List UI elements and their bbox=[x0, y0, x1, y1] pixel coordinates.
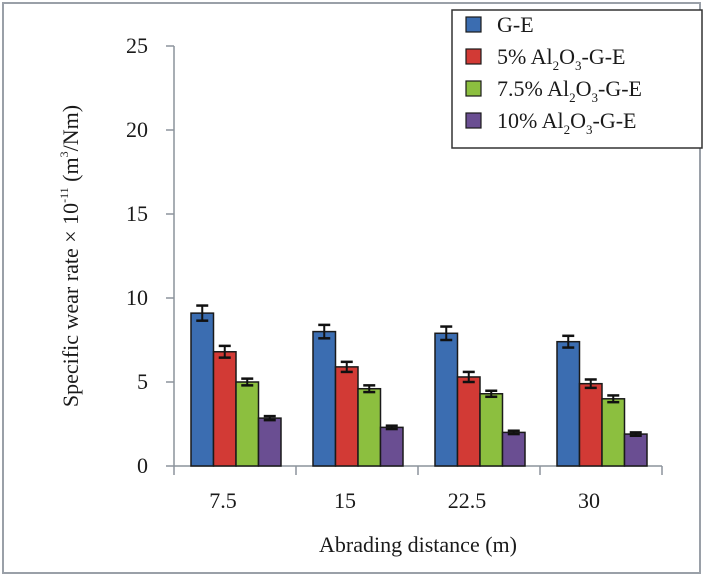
legend-swatch bbox=[465, 16, 482, 33]
bar bbox=[334, 366, 359, 467]
y-tick-label: 5 bbox=[137, 369, 148, 394]
x-tick-label: 22.5 bbox=[448, 488, 487, 513]
bar bbox=[601, 398, 626, 467]
y-axis-label-main: Specific wear rate × 10 bbox=[58, 203, 83, 407]
legend-swatch bbox=[465, 48, 482, 65]
legend-label-part: 3 bbox=[586, 122, 593, 137]
x-tick-labels: 7.5 15 22.5 30 bbox=[209, 488, 600, 513]
bar bbox=[501, 431, 526, 467]
legend-label-part: O bbox=[559, 44, 575, 69]
legend-label-part: 7.5% Al bbox=[497, 76, 569, 101]
bar bbox=[235, 381, 260, 467]
y-axis-label-exponent: -11 bbox=[57, 187, 71, 203]
bar bbox=[479, 393, 504, 467]
legend-label: 10% Al2O3-G-E bbox=[497, 108, 637, 137]
legend: G-E5% Al2O3-G-E7.5% Al2O3-G-E10% Al2O3-G… bbox=[451, 9, 703, 149]
x-tick-label: 30 bbox=[578, 488, 600, 513]
legend-label-part: 2 bbox=[553, 58, 560, 73]
bar bbox=[257, 417, 282, 467]
legend-swatch bbox=[465, 112, 482, 129]
error-bars bbox=[196, 304, 642, 438]
x-tick-label: 7.5 bbox=[209, 488, 237, 513]
legend-label-part: O bbox=[570, 108, 586, 133]
x-tick-label: 15 bbox=[334, 488, 356, 513]
legend-label-part: 3 bbox=[575, 58, 582, 73]
legend-label-part: O bbox=[576, 76, 592, 101]
legend-label-part: -G-E bbox=[593, 108, 637, 133]
y-tick-label: 10 bbox=[126, 285, 148, 310]
y-tick-label: 25 bbox=[126, 33, 148, 58]
bar bbox=[623, 433, 648, 467]
legend-label-part: 2 bbox=[569, 90, 576, 105]
legend-swatch bbox=[465, 80, 482, 97]
legend-label-part: 2 bbox=[564, 122, 571, 137]
legend-label: 5% Al2O3-G-E bbox=[497, 44, 626, 73]
bar bbox=[190, 312, 215, 467]
bars bbox=[190, 312, 648, 467]
y-axis-label-unit-close: /Nm) bbox=[58, 105, 83, 151]
bar bbox=[379, 426, 404, 467]
legend-label-part: 5% Al bbox=[497, 44, 553, 69]
legend-box bbox=[451, 9, 703, 149]
bar bbox=[212, 351, 237, 467]
legend-label: G-E bbox=[497, 12, 534, 37]
legend-label-part: G-E bbox=[497, 12, 534, 37]
legend-label-part: -G-E bbox=[582, 44, 626, 69]
y-tick-label: 0 bbox=[137, 453, 148, 478]
bar bbox=[357, 387, 382, 467]
bar bbox=[556, 340, 581, 467]
y-axis-label: Specific wear rate × 10-11 (m3/Nm) bbox=[57, 105, 83, 407]
bar bbox=[456, 376, 481, 467]
y-axis-label-unit-exponent: 3 bbox=[57, 151, 71, 157]
y-axis-label-unit-open: (m bbox=[58, 157, 83, 187]
bar bbox=[434, 332, 459, 467]
legend-label-part: 3 bbox=[592, 90, 599, 105]
y-tick-label: 15 bbox=[126, 201, 148, 226]
bar bbox=[312, 330, 337, 467]
y-tick-label: 20 bbox=[126, 117, 148, 142]
legend-label: 7.5% Al2O3-G-E bbox=[497, 76, 642, 105]
y-tick-labels: 0 5 10 15 20 25 bbox=[126, 33, 148, 478]
x-axis-label: Abrading distance (m) bbox=[319, 532, 517, 557]
legend-label-part: -G-E bbox=[598, 76, 642, 101]
bar bbox=[578, 382, 603, 467]
legend-label-part: 10% Al bbox=[497, 108, 564, 133]
